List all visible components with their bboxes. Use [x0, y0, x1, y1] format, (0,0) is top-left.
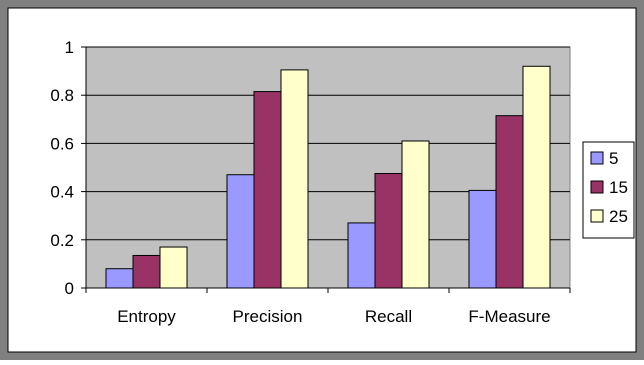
x-tick-label: Recall	[365, 307, 412, 326]
legend-swatch	[590, 151, 604, 165]
y-tick-label: 0.8	[50, 86, 74, 105]
y-tick-label: 0.4	[50, 183, 74, 202]
legend-label: 15	[609, 178, 628, 197]
legend-label: 25	[609, 207, 628, 226]
bar-25-entropy	[159, 246, 188, 289]
bar-25-recall	[401, 140, 430, 289]
bar-25-precision	[280, 69, 309, 289]
y-tick-label: 0.2	[50, 231, 74, 250]
bar-15-f-measure	[495, 115, 524, 289]
bar-5-precision	[226, 174, 255, 289]
legend-swatch	[590, 180, 604, 194]
bars-group	[105, 65, 551, 289]
x-tick-label: Entropy	[117, 307, 176, 326]
legend-swatch	[590, 209, 604, 223]
bar-15-entropy	[132, 254, 161, 289]
legend-label: 5	[609, 149, 618, 168]
bar-25-f-measure	[522, 65, 551, 289]
bar-5-entropy	[105, 268, 134, 289]
x-tick-labels: Entropy Precision Recall F-Measure	[117, 307, 550, 326]
bar-15-precision	[253, 91, 282, 289]
axes-group	[81, 46, 571, 293]
y-tick-labels: 0 0.2 0.4 0.6 0.8 1	[50, 38, 74, 298]
legend: 5 15 25	[582, 141, 635, 239]
y-tick-label: 0.6	[50, 134, 74, 153]
y-tick-label: 1	[65, 38, 74, 57]
bar-5-f-measure	[468, 189, 497, 289]
x-tick-label: Precision	[233, 307, 303, 326]
bar-15-recall	[374, 173, 403, 289]
x-tick-label: F-Measure	[468, 307, 550, 326]
y-tick-label: 0	[65, 279, 74, 298]
bar-5-recall	[347, 222, 376, 289]
